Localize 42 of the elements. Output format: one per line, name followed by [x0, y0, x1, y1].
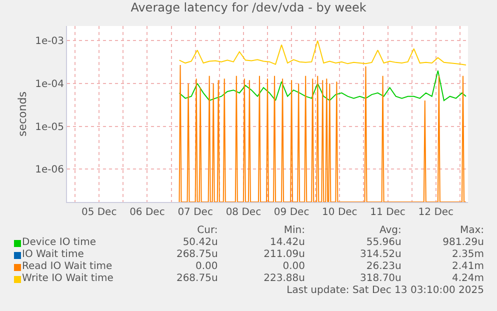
text: 318.70u	[359, 273, 402, 285]
chart-title: Average latency for /dev/vda - by week	[130, 0, 366, 15]
text: Cur:	[196, 225, 218, 237]
y-axis-title: seconds	[16, 91, 29, 136]
text: 314.52u	[359, 249, 402, 261]
text: 4.24m	[450, 273, 484, 285]
text: 26.23u	[365, 261, 402, 273]
x-tick-label: 06 Dec	[130, 207, 165, 218]
x-tick-label: 11 Dec	[370, 207, 406, 218]
text: 2.35m	[450, 249, 484, 261]
text: Avg:	[378, 225, 402, 237]
text: 55.96u	[365, 237, 402, 249]
legend-label: IO Wait time	[21, 249, 85, 261]
x-tick-label: 08 Dec	[226, 207, 262, 218]
x-tick-label: 09 Dec	[274, 207, 310, 218]
text: 0.00	[282, 261, 305, 273]
line-series	[178, 70, 466, 101]
x-tick-label: 10 Dec	[322, 207, 358, 218]
text: 14.42u	[269, 237, 305, 249]
x-tick-label: 05 Dec	[81, 207, 117, 218]
x-tick-label: 07 Dec	[178, 207, 213, 218]
text: 2.41m	[450, 261, 484, 273]
line-series	[178, 64, 466, 202]
text: 981.29u	[442, 237, 484, 249]
text: 268.75u	[175, 273, 218, 285]
text: Last update: Sat Dec 13 03:10:00 2025	[286, 285, 484, 296]
text: Min:	[282, 225, 305, 237]
text: 50.42u	[182, 237, 218, 249]
y-tick-label: 1e-04	[35, 78, 64, 90]
y-tick-label: 1e-05	[35, 122, 64, 133]
text: 268.75u	[175, 249, 218, 261]
legend-label: Device IO time	[21, 237, 97, 249]
legend-label: Write IO Wait time	[21, 273, 114, 285]
text: Max:	[458, 225, 484, 237]
text: 0.00	[194, 261, 218, 273]
line-series	[178, 40, 466, 66]
y-tick-label: 1e-03	[35, 36, 64, 48]
x-tick-label: 12 Dec	[418, 207, 454, 218]
y-tick-label: 1e-06	[35, 164, 64, 176]
text: 223.88u	[262, 273, 305, 285]
text: 211.09u	[262, 249, 305, 261]
legend-label: Read IO Wait time	[21, 261, 114, 273]
